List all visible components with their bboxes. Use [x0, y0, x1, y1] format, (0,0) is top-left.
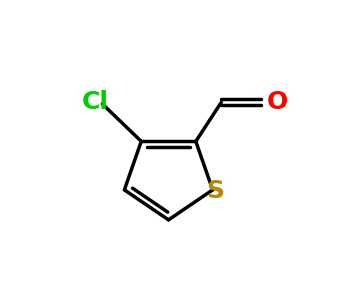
Text: Cl: Cl: [82, 89, 109, 113]
Text: O: O: [267, 90, 288, 114]
Text: S: S: [206, 179, 224, 203]
